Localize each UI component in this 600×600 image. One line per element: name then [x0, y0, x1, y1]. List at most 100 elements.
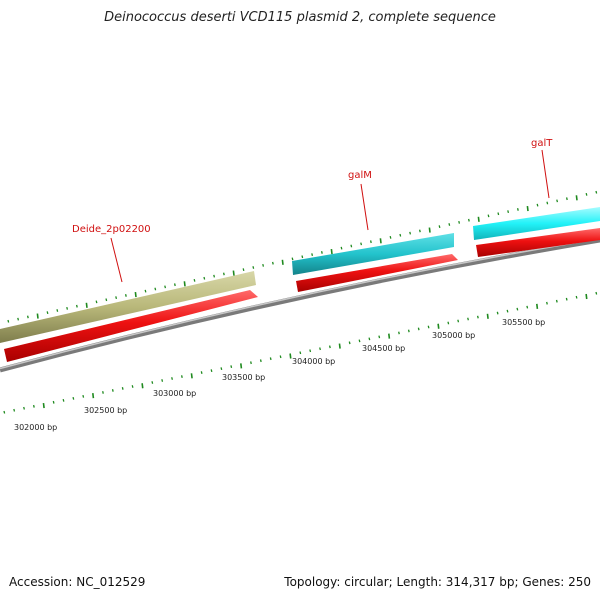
bp-tick-label: 302000 bp	[14, 423, 57, 432]
bp-tick-label: 305500 bp	[502, 318, 545, 327]
minor-tick	[417, 327, 420, 331]
major-tick	[437, 323, 440, 329]
major-tick	[240, 363, 243, 369]
minor-tick	[171, 377, 173, 380]
minor-tick	[154, 287, 157, 291]
major-tick	[183, 281, 186, 287]
minor-tick	[173, 283, 176, 287]
minor-tick	[467, 317, 469, 321]
minor-tick	[291, 257, 294, 261]
minor-tick	[457, 319, 460, 323]
minor-tick	[269, 357, 272, 361]
minor-tick	[438, 225, 441, 229]
bp-tick-label: 304000 bp	[292, 357, 335, 366]
minor-tick	[536, 203, 539, 207]
bp-tick-label: 305000 bp	[432, 331, 475, 340]
minor-tick	[220, 367, 223, 371]
major-tick	[232, 270, 235, 276]
minor-tick	[555, 299, 558, 303]
major-tick	[85, 302, 88, 308]
minor-tick	[497, 212, 500, 216]
major-tick	[477, 216, 480, 222]
minor-tick	[75, 304, 78, 308]
minor-tick	[7, 319, 10, 323]
major-tick	[92, 393, 95, 399]
minor-tick	[23, 406, 25, 410]
minor-tick	[301, 255, 304, 259]
major-tick	[134, 291, 137, 298]
minor-tick	[271, 261, 274, 265]
minor-tick	[526, 305, 529, 309]
minor-tick	[595, 291, 598, 295]
major-tick	[42, 402, 45, 409]
major-tick	[379, 238, 382, 244]
minor-tick	[105, 298, 108, 302]
major-tick	[585, 293, 588, 300]
minor-tick	[200, 371, 203, 374]
minor-tick	[320, 251, 323, 254]
minor-tick	[259, 359, 262, 363]
sequence-backbone	[0, 237, 600, 373]
minor-tick	[340, 246, 343, 250]
bp-tick-label: 302500 bp	[84, 406, 127, 415]
feature-label: galT	[531, 138, 553, 149]
minor-tick	[595, 190, 598, 194]
minor-tick	[299, 351, 302, 355]
minor-tick	[151, 381, 154, 384]
minor-tick	[448, 223, 451, 226]
minor-tick	[124, 294, 127, 297]
minor-tick	[447, 321, 450, 325]
minor-tick	[203, 276, 206, 280]
minor-tick	[556, 199, 559, 203]
gene-arrow-deide-2p02200	[0, 271, 256, 343]
minor-tick	[487, 214, 490, 218]
cds-arrow	[4, 290, 258, 362]
minor-tick	[161, 379, 164, 382]
major-tick	[526, 205, 529, 212]
minor-tick	[111, 389, 114, 392]
tick-marks-upper	[7, 190, 598, 323]
minor-tick	[82, 394, 85, 398]
minor-tick	[389, 235, 392, 239]
minor-tick	[121, 387, 124, 390]
minor-tick	[368, 337, 371, 341]
minor-tick	[476, 315, 479, 319]
minor-tick	[348, 341, 351, 345]
minor-tick	[222, 272, 225, 276]
gene-arrow-galt	[473, 207, 600, 240]
major-tick	[536, 303, 539, 309]
major-tick	[338, 343, 341, 349]
minor-tick	[399, 233, 402, 237]
minor-tick	[13, 408, 16, 412]
tick-marks-lower	[3, 291, 598, 414]
minor-tick	[17, 317, 20, 321]
minor-tick	[565, 197, 568, 201]
minor-tick	[565, 297, 568, 301]
minor-tick	[115, 296, 118, 300]
minor-tick	[131, 385, 134, 388]
minor-tick	[279, 355, 282, 359]
minor-tick	[102, 391, 104, 394]
minor-tick	[369, 240, 372, 244]
major-tick	[281, 259, 284, 265]
minor-tick	[458, 220, 461, 224]
minor-tick	[56, 309, 59, 312]
minor-tick	[427, 325, 430, 329]
feature-label: galM	[348, 170, 372, 181]
minor-tick	[242, 268, 245, 272]
minor-tick	[546, 301, 548, 305]
minor-tick	[52, 400, 55, 404]
major-tick	[428, 227, 431, 233]
topology-summary: Topology: circular; Length: 314,317 bp; …	[284, 575, 591, 589]
major-tick	[330, 248, 333, 255]
minor-tick	[213, 274, 216, 278]
minor-tick	[467, 218, 470, 222]
minor-tick	[72, 396, 75, 400]
minor-tick	[309, 349, 312, 353]
major-tick	[486, 313, 489, 319]
minor-tick	[311, 253, 314, 257]
minor-tick	[193, 278, 196, 282]
minor-tick	[407, 329, 410, 333]
major-tick	[36, 313, 39, 319]
